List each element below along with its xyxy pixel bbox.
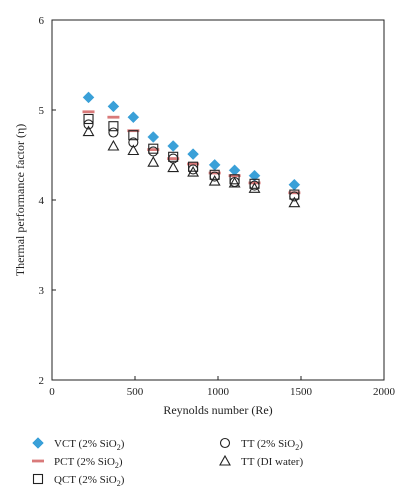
data-point: [127, 111, 140, 124]
data-point: [187, 148, 199, 160]
y-tick-label: 3: [39, 285, 45, 297]
data-point: [128, 137, 139, 148]
y-tick-label: 4: [39, 195, 45, 207]
data-point: [127, 144, 140, 156]
y-tick-label: 6: [39, 15, 45, 27]
data-marks: [82, 91, 301, 208]
data-point: [208, 174, 221, 186]
legend-marker: [32, 437, 44, 449]
data-point: [188, 164, 199, 175]
data-point: [208, 159, 221, 171]
axes: 0 500 1000 1500 2000 2 3 4 5 6: [39, 15, 396, 398]
data-point: [148, 146, 159, 157]
data-point: [228, 176, 241, 188]
data-point: [83, 119, 94, 130]
data-point: [147, 156, 160, 167]
series-circle: [83, 119, 300, 202]
data-point: [208, 171, 221, 175]
data-point: [82, 110, 95, 114]
x-tick-label: 1500: [290, 386, 313, 398]
legend-marker: [32, 473, 44, 485]
data-point: [228, 174, 241, 178]
data-point: [82, 91, 95, 104]
legend-item: TT (2% SiO2): [219, 437, 303, 452]
y-axis-label: Thermal performance factor (η): [13, 124, 27, 277]
data-point: [167, 157, 180, 160]
x-tick-label: 1000: [207, 386, 230, 398]
legend-item: VCT (2% SiO2): [32, 437, 125, 452]
x-tick-label: 0: [49, 386, 55, 398]
data-point: [107, 115, 120, 119]
data-point: [288, 191, 301, 195]
data-point: [188, 161, 199, 172]
series-diamond: [82, 91, 301, 191]
legend-label: PCT (2% SiO2): [54, 456, 123, 470]
x-tick-label: 2000: [373, 386, 396, 398]
legend: VCT (2% SiO2) PCT (2% SiO2) QCT (2% SiO2) T…: [32, 437, 303, 488]
y-tick-label: 5: [39, 105, 45, 117]
series-triangle: [82, 125, 301, 208]
legend-item: QCT (2% SiO2): [32, 473, 125, 488]
data-point: [82, 125, 95, 137]
legend-label: VCT (2% SiO2): [54, 438, 125, 452]
legend-label: TT (2% SiO2): [241, 438, 303, 452]
plot-frame: [51, 19, 385, 381]
plot-area: [51, 19, 385, 381]
data-point: [228, 164, 241, 177]
data-point: [187, 165, 200, 177]
data-point: [147, 131, 160, 143]
data-point: [83, 113, 94, 125]
legend-marker: [32, 459, 44, 463]
legend-label: TT (DI water): [241, 456, 303, 468]
y-tick-label: 2: [39, 375, 45, 387]
data-point: [248, 182, 261, 193]
data-point: [147, 148, 160, 151]
data-point: [249, 180, 260, 191]
data-point: [148, 143, 159, 154]
data-point: [229, 174, 240, 185]
data-point: [288, 196, 301, 208]
data-point: [209, 171, 220, 182]
legend-item: PCT (2% SiO2): [32, 456, 123, 470]
data-point: [289, 191, 300, 202]
data-point: [107, 100, 120, 113]
legend-marker: [219, 454, 231, 466]
data-point: [187, 162, 200, 166]
legend-item: TT (DI water): [219, 454, 303, 468]
legend-marker: [219, 437, 231, 449]
data-point: [128, 130, 139, 141]
data-point: [107, 139, 120, 151]
legend-label: QCT (2% SiO2): [54, 474, 125, 488]
data-point: [167, 161, 180, 173]
data-point: [167, 140, 180, 152]
x-tick-label: 500: [127, 386, 144, 398]
data-point: [288, 178, 301, 191]
x-axis-label: Reynolds number (Re): [163, 403, 272, 417]
data-point: [108, 127, 119, 138]
data-point: [108, 121, 119, 132]
